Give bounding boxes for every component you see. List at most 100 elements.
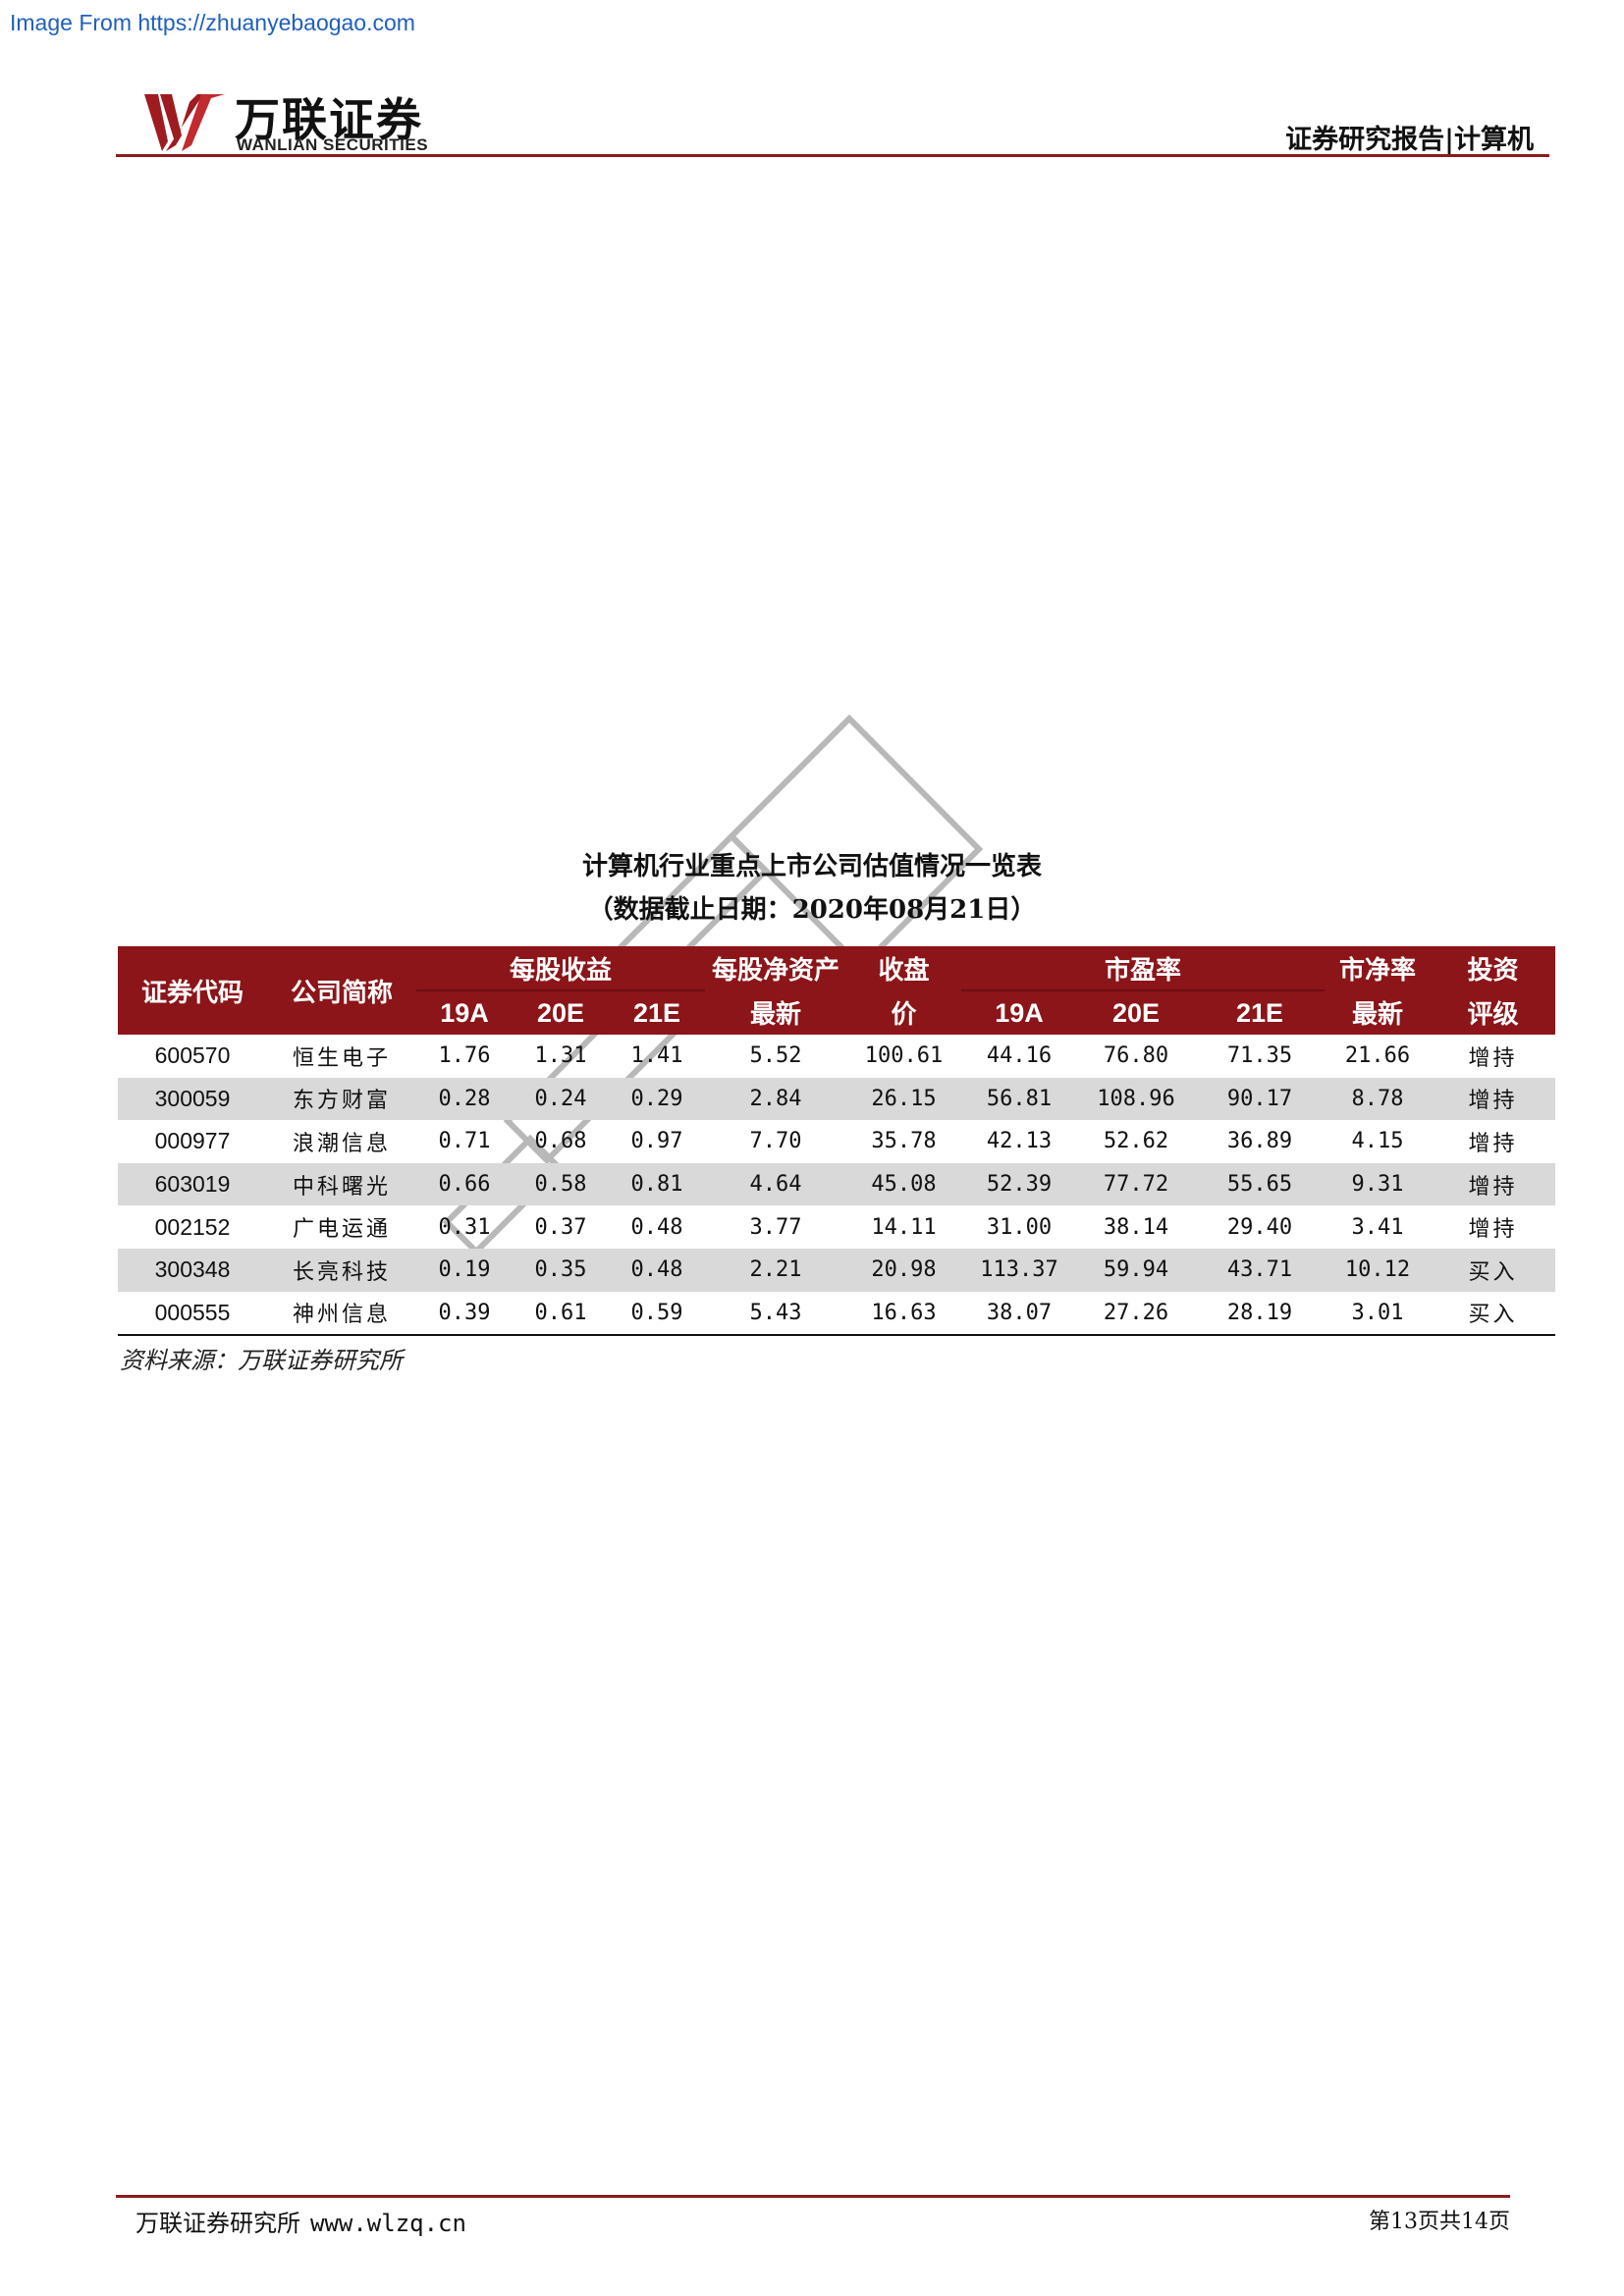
cell-pe-20e: 59.94 [1077,1248,1195,1292]
cell-eps-19a: 0.31 [438,1214,491,1240]
cell-close: 14.11 [871,1214,937,1240]
report-category: 证券研究报告|计算机 [1285,125,1534,155]
cell-eps-21e: 0.59 [609,1291,705,1337]
cell-name: 长亮科技 [267,1248,416,1292]
cell-pe-20e: 52.62 [1103,1129,1169,1154]
cell-pe-21e: 28.19 [1195,1291,1326,1337]
header-close: 收盘 [846,946,961,990]
cell-eps-19a: 1.76 [438,1043,491,1069]
cell-eps-21e: 0.29 [609,1077,705,1121]
cell-eps-20e: 0.68 [534,1129,587,1154]
cell-rating: 增持 [1431,1077,1556,1121]
cell-close: 35.78 [871,1129,937,1154]
cell-pe-20e: 76.80 [1103,1043,1169,1069]
cell-pb: 10.12 [1325,1248,1432,1292]
cell-code: 300059 [118,1077,267,1121]
brand-name-cn: 万联证券 [235,93,423,146]
header-close-price: 价 [846,990,961,1035]
header-eps: 每股收益 [416,946,705,991]
cell-pe-20e: 38.14 [1103,1214,1169,1240]
cell-eps-19a: 0.39 [416,1291,513,1337]
cell-name: 浪潮信息 [292,1131,391,1156]
cell-pe-19a: 52.39 [961,1162,1077,1206]
page-number: 第13页共14页 [1369,2210,1510,2234]
footer-url[interactable]: www.wlzq.cn [310,2210,466,2237]
cell-pb: 9.31 [1325,1162,1432,1206]
cell-close: 100.61 [864,1043,944,1069]
cell-pb: 3.41 [1351,1214,1404,1240]
cell-eps-21e: 0.81 [609,1162,705,1206]
cell-eps-19a: 0.28 [416,1077,513,1121]
cell-name: 东方财富 [267,1077,416,1121]
cell-pe-19a: 42.13 [986,1129,1053,1154]
cell-pe-21e: 90.17 [1195,1077,1326,1121]
source-note: 资料来源：万联证券研究所 [120,1347,403,1374]
table-title: 计算机行业重点上市公司估值情况一览表 [581,852,1042,881]
cell-pb: 21.66 [1344,1043,1411,1069]
table-subtitle: （数据截止日期：2020年08月21日） [587,895,1037,925]
cell-code: 603019 [118,1162,267,1206]
cell-bvps: 2.21 [705,1248,846,1292]
footer-org-name: 万联证券研究所 [135,2210,300,2237]
header-rating: 投资 [1431,946,1556,990]
cell-eps-20e: 0.35 [513,1248,609,1292]
cell-eps-19a: 0.19 [416,1248,513,1292]
cell-pe-21e: 29.40 [1226,1214,1293,1240]
brand-name-en: WANLIAN SECURITIES [237,135,429,154]
wanlian-logo-icon [144,94,225,151]
header-eps-21e: 21E [609,990,705,1035]
cell-bvps: 5.43 [705,1291,846,1337]
cell-pe-19a: 56.81 [961,1077,1077,1121]
cell-close: 26.15 [846,1077,961,1121]
valuation-table: 证券代码 公司简称 每股收益 每股净资产 收盘 市盈率 市净率 投资 19A 2… [118,946,1556,1337]
company-logo: 万联证券 WANLIAN SECURITIES [142,86,466,159]
cell-pb: 4.15 [1351,1129,1404,1154]
cell-eps-21e: 0.48 [609,1248,705,1292]
header-bvps: 每股净资产 [705,946,846,990]
cell-close: 45.08 [846,1162,961,1206]
cell-code: 000977 [154,1128,231,1154]
cell-eps-20e: 0.37 [534,1214,587,1240]
cell-bvps: 2.84 [705,1077,846,1121]
cell-eps-20e: 1.31 [534,1043,587,1069]
header-code: 证券代码 [118,946,267,1035]
header-pe-21e: 21E [1195,990,1326,1035]
table-row: 600570 恒生电子 1.76 1.31 1.41 5.52 100.61 4… [118,1035,1555,1078]
footer-divider [116,2195,1510,2198]
header-pb: 市净率 [1325,946,1432,990]
table-row: 300059 东方财富 0.28 0.24 0.29 2.84 26.15 56… [118,1077,1556,1121]
table-row: 000555 神州信息 0.39 0.61 0.59 5.43 16.63 38… [118,1291,1556,1337]
cell-bvps: 5.52 [749,1043,802,1069]
cell-eps-20e: 0.58 [513,1162,609,1206]
cell-eps-19a: 0.66 [416,1162,513,1206]
table-row: 002152 广电运通 0.31 0.37 0.48 3.77 14.11 31… [118,1205,1555,1249]
header-divider [116,154,1549,157]
cell-rating: 买入 [1431,1248,1556,1292]
cell-pe-21e: 71.35 [1226,1043,1293,1069]
cell-name: 广电运通 [292,1217,391,1243]
header-pe: 市盈率 [961,946,1326,991]
cell-bvps: 4.64 [705,1162,846,1206]
cell-code: 000555 [118,1291,267,1337]
cell-bvps: 3.77 [749,1214,802,1240]
cell-pe-20e: 77.72 [1077,1162,1195,1206]
table-row: 300348 长亮科技 0.19 0.35 0.48 2.21 20.98 11… [118,1248,1556,1292]
footer-org: 万联证券研究所 www.wlzq.cn [135,2204,466,2238]
cell-pb: 3.01 [1325,1291,1432,1337]
cell-pe-19a: 44.16 [986,1043,1053,1069]
cell-rating: 增持 [1431,1162,1556,1206]
cell-pe-20e: 27.26 [1077,1291,1195,1337]
header-bvps-latest: 最新 [705,990,846,1035]
header-rating-label: 评级 [1431,990,1556,1035]
cell-eps-21e: 0.97 [630,1129,683,1154]
cell-pe-21e: 36.89 [1226,1129,1293,1154]
header-pb-latest: 最新 [1325,990,1432,1035]
header-eps-20e: 20E [513,990,609,1035]
source-banner[interactable]: Image From https://zhuanyebaogao.com [10,10,415,35]
cell-name: 恒生电子 [292,1045,391,1071]
header-pe-19a: 19A [961,990,1077,1035]
header-pe-20e: 20E [1077,990,1195,1035]
header-name: 公司简称 [267,946,416,1035]
cell-rating: 增持 [1468,1131,1518,1156]
cell-name: 中科曙光 [267,1162,416,1206]
